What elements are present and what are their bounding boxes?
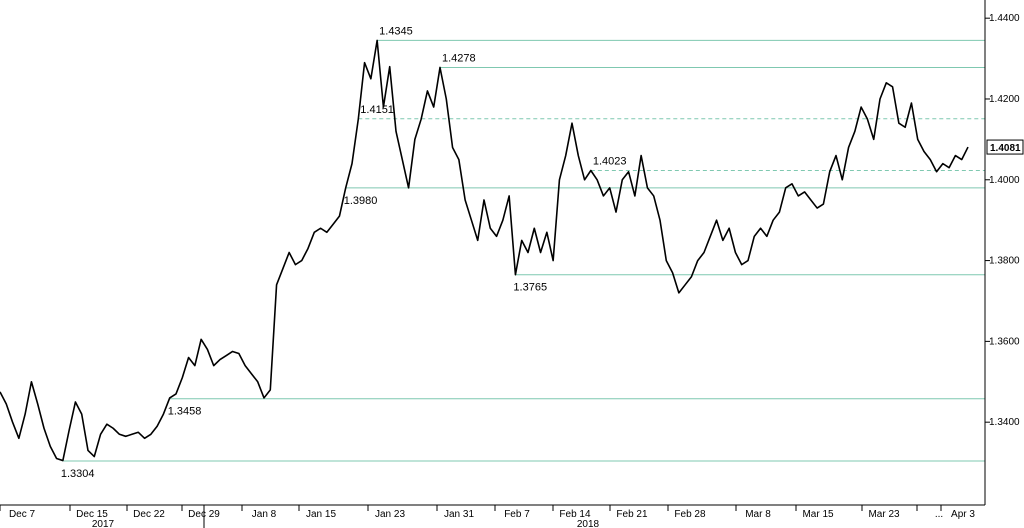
y-tick-label-1: 1.3600 (989, 336, 1020, 347)
year-label-0: 2017 (92, 519, 115, 528)
year-label-1: 2018 (577, 519, 600, 528)
y-tick-label-5: 1.4400 (989, 13, 1020, 24)
x-tick-label-11: Feb 28 (674, 509, 706, 520)
y-tick-label-2: 1.3800 (989, 256, 1020, 267)
x-tick-label-1: Dec 15 (76, 509, 108, 520)
x-tick-label-12: Mar 8 (745, 509, 771, 520)
y-tick-label-4: 1.4200 (989, 94, 1020, 105)
level-label-0: 1.4345 (379, 25, 413, 37)
level-label-1: 1.4278 (442, 52, 476, 64)
x-tick-label-7: Jan 31 (444, 509, 474, 520)
level-label-6: 1.3458 (168, 406, 202, 418)
x-tick-label-5: Jan 15 (306, 509, 336, 520)
last-value-badge (986, 139, 1024, 155)
x-tick-label-13: Mar 15 (802, 509, 834, 520)
levels-layer (62, 39, 985, 462)
x-tick-label-16: Apr 3 (951, 509, 975, 520)
level-label-5: 1.3765 (513, 282, 547, 294)
x-tick-label-6: Jan 23 (375, 509, 405, 520)
x-tick-label-15: ... (935, 509, 943, 520)
x-tick-label-2: Dec 22 (133, 509, 165, 520)
x-tick-label-8: Feb 7 (504, 509, 530, 520)
series-layer (0, 39, 969, 462)
level-label-7: 1.3304 (61, 468, 95, 480)
x-tick-label-9: Feb 14 (559, 509, 591, 520)
series-line (0, 39, 969, 462)
annotations-layer: 1.4345 1.4278 1.4151 1.4023 1.3980 1.3765 1.34… (61, 25, 627, 480)
x-tick-label-14: Mar 23 (868, 509, 900, 520)
level-label-3: 1.4023 (593, 155, 627, 167)
y-tick-label-3: 1.4000 (989, 175, 1020, 186)
level-label-2: 1.4151 (360, 104, 394, 116)
last-value-label: 1.4081 (990, 143, 1021, 154)
y-tick-label-0: 1.3400 (989, 417, 1020, 428)
x-tick-label-4: Jan 8 (252, 509, 277, 520)
x-tick-label-0: Dec 7 (9, 509, 36, 520)
x-tick-label-10: Feb 21 (616, 509, 648, 520)
level-label-4: 1.3980 (344, 195, 378, 207)
